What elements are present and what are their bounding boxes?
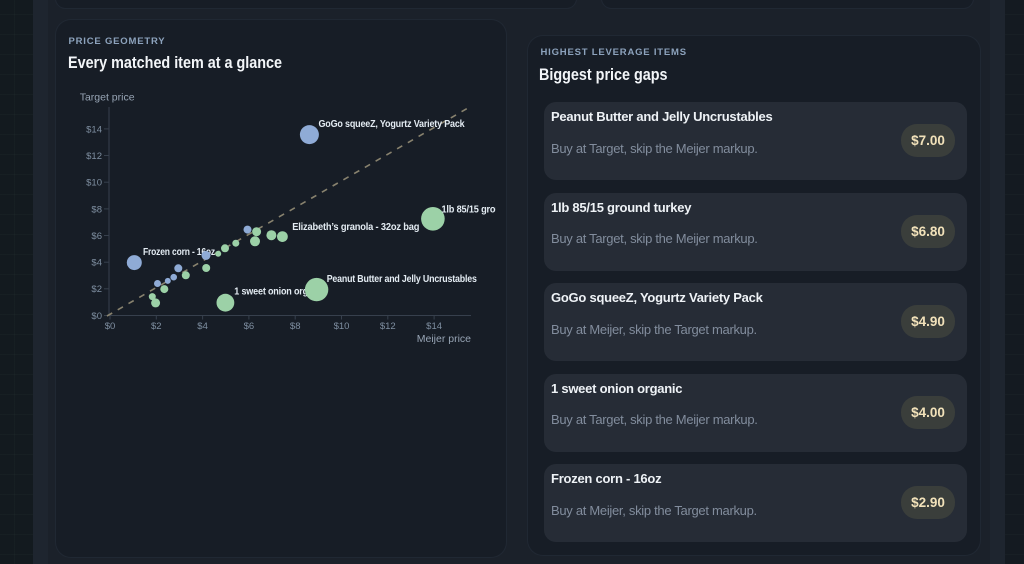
svg-text:$2: $2: [151, 321, 162, 332]
svg-text:$2: $2: [91, 284, 102, 295]
svg-text:$14: $14: [426, 321, 442, 332]
svg-text:1lb 85/15 ground turkey: 1lb 85/15 ground turkey: [442, 205, 497, 216]
svg-text:$4: $4: [91, 258, 102, 269]
svg-text:GoGo squeeZ, Yogurtz Variety P: GoGo squeeZ, Yogurtz Variety Pack: [319, 119, 466, 130]
svg-text:$10: $10: [334, 321, 350, 332]
svg-text:$12: $12: [86, 151, 102, 162]
svg-text:$8: $8: [290, 321, 301, 332]
svg-text:Meijer price: Meijer price: [417, 333, 471, 345]
svg-text:$6: $6: [244, 321, 255, 332]
svg-text:Peanut Butter and Jelly Uncrus: Peanut Butter and Jelly Uncrustables: [327, 274, 478, 285]
svg-text:$12: $12: [380, 321, 396, 332]
svg-text:$0: $0: [105, 321, 116, 332]
svg-text:$0: $0: [91, 311, 102, 322]
svg-text:Frozen corn - 16oz: Frozen corn - 16oz: [143, 247, 215, 258]
svg-text:$10: $10: [86, 178, 102, 189]
svg-text:$14: $14: [86, 124, 102, 135]
svg-text:Target price: Target price: [80, 92, 135, 104]
svg-text:Elizabeth’s granola - 32oz bag: Elizabeth’s granola - 32oz bag: [292, 222, 419, 233]
svg-text:$6: $6: [91, 231, 102, 242]
svg-text:1 sweet onion organic: 1 sweet onion organic: [234, 287, 326, 298]
svg-text:$4: $4: [197, 321, 208, 332]
svg-text:$8: $8: [91, 204, 102, 215]
